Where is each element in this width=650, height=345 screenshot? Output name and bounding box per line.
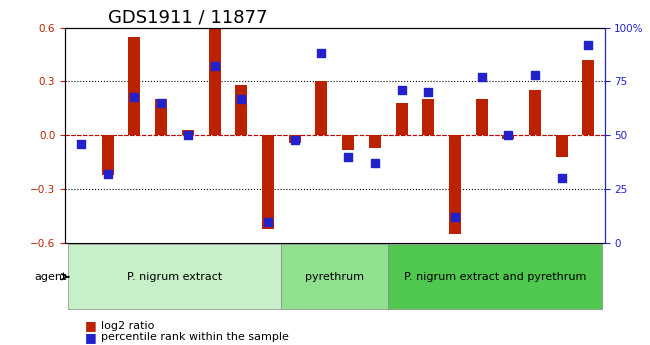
Point	[476, 75, 487, 80]
Point	[450, 215, 460, 220]
Bar	[449, 135, 461, 234]
Bar	[262, 135, 274, 229]
Text: log2 ratio: log2 ratio	[101, 321, 154, 331]
FancyBboxPatch shape	[281, 245, 388, 309]
Point	[583, 42, 593, 48]
Bar	[476, 99, 488, 135]
Text: P. nigrum extract and pyrethrum: P. nigrum extract and pyrethrum	[404, 272, 586, 282]
Bar	[342, 135, 354, 150]
Bar	[235, 85, 247, 135]
Text: agent: agent	[34, 272, 66, 282]
Point	[503, 132, 514, 138]
Point	[289, 137, 300, 142]
Point	[103, 171, 113, 177]
Point	[183, 132, 193, 138]
Point	[156, 100, 166, 106]
Point	[236, 96, 246, 101]
Text: P. nigrum extract: P. nigrum extract	[127, 272, 222, 282]
FancyBboxPatch shape	[68, 245, 281, 309]
Bar	[529, 90, 541, 135]
Bar	[129, 37, 140, 135]
Bar	[315, 81, 328, 135]
Bar	[502, 135, 514, 139]
Bar	[155, 99, 167, 135]
Point	[556, 176, 567, 181]
Point	[530, 72, 540, 78]
Text: pyrethrum: pyrethrum	[306, 272, 364, 282]
Bar	[101, 135, 114, 175]
Point	[396, 87, 407, 93]
Bar	[422, 99, 434, 135]
Bar	[182, 130, 194, 135]
Point	[209, 63, 220, 69]
Point	[423, 89, 434, 95]
Text: ■: ■	[84, 331, 96, 344]
Point	[316, 51, 326, 56]
Bar	[369, 135, 381, 148]
Point	[129, 94, 140, 99]
FancyBboxPatch shape	[388, 245, 602, 309]
Bar	[395, 103, 408, 135]
Text: percentile rank within the sample: percentile rank within the sample	[101, 333, 289, 342]
Bar	[556, 135, 568, 157]
Bar	[209, 29, 220, 135]
Bar	[582, 60, 595, 135]
Point	[263, 219, 273, 224]
Point	[76, 141, 86, 147]
Bar	[289, 135, 301, 142]
Point	[343, 154, 354, 160]
Text: GDS1911 / 11877: GDS1911 / 11877	[108, 8, 268, 26]
Point	[370, 161, 380, 166]
Text: ■: ■	[84, 319, 96, 333]
